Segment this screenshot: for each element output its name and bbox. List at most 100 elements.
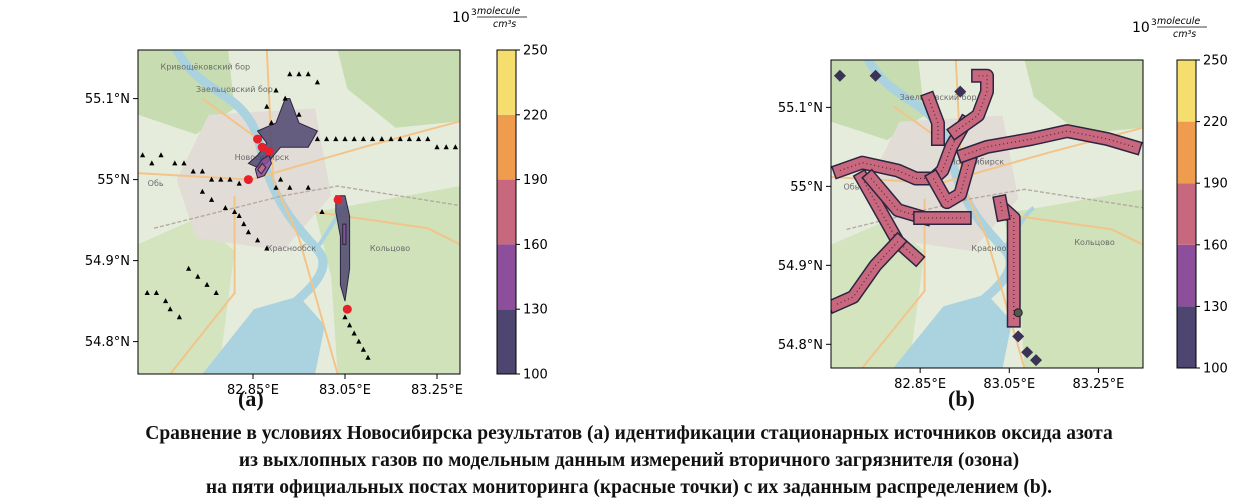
monitoring-post (253, 134, 263, 144)
x-tick-label: 83.05°E (319, 383, 371, 398)
source-marker (452, 144, 458, 150)
source-marker (227, 176, 233, 182)
colorbar-segment (497, 309, 516, 374)
source-marker (360, 346, 366, 352)
source-marker (296, 71, 302, 77)
source-marker (305, 184, 311, 190)
road (265, 50, 339, 374)
caption-line-2: из выхлопных газов по модельным данным и… (238, 450, 1020, 471)
panel-b-label: (b) (948, 386, 975, 411)
source-marker (278, 176, 284, 182)
colorbar-title-denominator: cm³s (493, 19, 516, 30)
source-marker (158, 152, 164, 158)
chart-b: Заельцовский бор Новосибирск Обь Краснообск… (778, 16, 1228, 392)
source-marker (434, 144, 440, 150)
source-marker (282, 95, 288, 101)
forest-area (337, 50, 460, 128)
forest-area (831, 220, 925, 368)
colorbar-tick-label: 220 (523, 108, 548, 123)
diamond-marker (1012, 330, 1025, 343)
y-tick-label: 54.9°N (85, 254, 130, 269)
y-tick-label: 54.8°N (778, 338, 823, 353)
map-place-label: Заельцовский бор (900, 93, 977, 102)
x-tick-label: 83.25°E (1072, 377, 1124, 392)
colorbar-segment (1177, 306, 1196, 368)
source-marker (443, 144, 449, 150)
source-marker (236, 180, 242, 186)
source-marker (232, 209, 238, 214)
colorbar-title-base: 10 (452, 10, 470, 26)
reservoir (202, 296, 325, 374)
map-place-label: Кривощёковский бор (161, 62, 251, 71)
y-tick-label: 55.1°N (85, 92, 130, 107)
source-marker (287, 71, 293, 77)
map-place-label: Заельцовский бор (196, 85, 273, 94)
map-place-label: Обь (148, 179, 164, 188)
source-marker (305, 71, 311, 77)
map-place-label: Кольцово (1074, 238, 1114, 247)
diamond-marker (1030, 354, 1043, 367)
road (861, 198, 926, 368)
y-tick-label: 54.9°N (778, 259, 823, 274)
road (1002, 213, 1143, 246)
caption-line-3: на пяти официальных постах мониторинга (… (205, 477, 1053, 498)
colorbar-frame (1176, 59, 1197, 369)
source-marker (264, 245, 270, 251)
forest-area (138, 50, 235, 135)
colorbar-title-denominator: cm³s (1173, 29, 1196, 40)
y-tick-label: 55°N (790, 180, 823, 195)
diamond-marker (1021, 346, 1034, 359)
colorbar-title-exponent: 3 (471, 8, 477, 18)
monitoring-post (342, 304, 352, 314)
source-marker (296, 111, 302, 117)
contour-region (335, 195, 351, 302)
colorbar-tick-label: 100 (523, 368, 548, 383)
source-band-dots (839, 122, 966, 180)
colorbar-title-numerator: molecule (1157, 16, 1200, 27)
source-band (957, 125, 1141, 162)
source-marker (199, 168, 205, 174)
source-marker (406, 136, 412, 142)
monitoring-post (257, 142, 267, 152)
river-ob (863, 60, 1015, 318)
railway (153, 185, 460, 229)
source-band-dots (955, 75, 988, 132)
grey-marker (1013, 308, 1023, 318)
source-marker (190, 168, 196, 174)
source-marker (356, 338, 362, 344)
source-marker (149, 160, 155, 166)
source-marker (342, 314, 348, 320)
source-marker (370, 136, 376, 142)
x-tick-label: 82.85°E (894, 377, 946, 392)
monitoring-post (264, 146, 274, 156)
source-marker (140, 152, 146, 158)
source-marker (397, 136, 403, 142)
source-marker (181, 160, 187, 166)
overlay-a (140, 71, 458, 360)
source-marker (319, 209, 325, 214)
x-tick-label: 83.25°E (411, 383, 463, 398)
x-tick-label: 82.85°E (227, 383, 279, 398)
colorbar-tick-label: 160 (1203, 238, 1228, 253)
road (138, 120, 460, 181)
colorbar-segment (1177, 60, 1196, 122)
diamond-marker (954, 85, 967, 98)
source-marker (209, 176, 215, 182)
contour-region (256, 162, 267, 175)
panel-a-label: (a) (238, 386, 264, 411)
source-marker (351, 330, 357, 336)
source-marker (241, 221, 247, 227)
colorbar-tick-label: 250 (523, 44, 548, 59)
source-marker (268, 119, 274, 125)
source-marker (144, 290, 150, 295)
forest-area (1024, 60, 1143, 134)
source-marker (347, 322, 353, 328)
colorbar-segment (497, 179, 516, 245)
map-place-label: Краснообск (971, 244, 1020, 253)
reservoir (893, 294, 1012, 368)
forest-area (831, 60, 925, 141)
figure-panel-b: Заельцовский бор Новосибирск Обь Краснообск… (640, 0, 1258, 420)
